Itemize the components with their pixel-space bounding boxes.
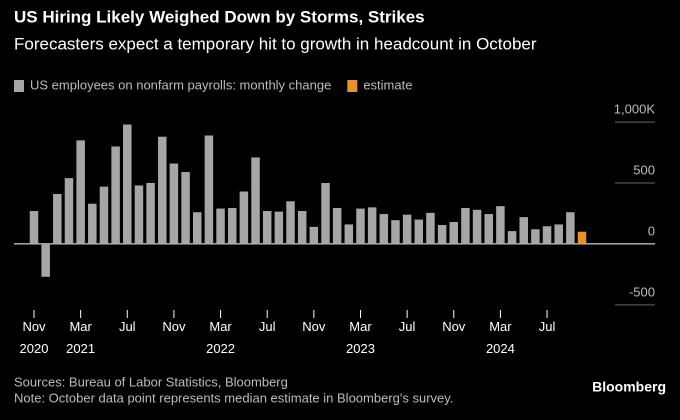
bar <box>262 211 272 244</box>
y-tick-label: 0 <box>648 223 655 238</box>
bar <box>297 211 307 244</box>
bar <box>531 229 540 244</box>
bar <box>99 186 109 244</box>
bar <box>41 243 50 277</box>
bar <box>449 221 459 244</box>
bar <box>76 140 85 244</box>
bar <box>309 226 319 244</box>
bar <box>286 201 295 244</box>
bar <box>367 207 377 244</box>
bar <box>227 207 237 244</box>
bar <box>88 203 97 244</box>
bar <box>239 191 249 244</box>
bar <box>29 211 39 244</box>
bar <box>146 183 155 244</box>
y-tick-label: 1,000K <box>614 102 656 117</box>
chart-subtitle: Forecasters expect a temporary hit to gr… <box>14 34 537 53</box>
bar <box>507 231 517 244</box>
legend-swatch <box>347 80 358 92</box>
x-tick-label: Mar 2022 <box>206 319 235 356</box>
bar <box>321 183 330 244</box>
x-tick-label: Mar 2021 <box>66 319 95 356</box>
y-tick-label: 500 <box>633 162 655 177</box>
bar <box>274 211 284 244</box>
legend-swatch <box>14 80 24 92</box>
bar <box>437 225 447 244</box>
legend-label: US employees on nonfarm payrolls: monthl… <box>30 77 331 92</box>
bar <box>472 209 482 244</box>
bar <box>542 226 552 244</box>
bar <box>402 214 412 244</box>
bar <box>134 185 144 244</box>
bar <box>391 220 400 244</box>
x-tick-label: Mar 2023 <box>346 319 375 356</box>
bar <box>332 207 342 244</box>
x-tick-label: Nov <box>162 319 186 334</box>
bar <box>216 208 225 244</box>
x-tick-label: Jul <box>539 319 556 334</box>
note: Note: October data point represents medi… <box>14 390 453 405</box>
bar <box>181 172 190 244</box>
bar <box>111 146 120 244</box>
x-tick-label: Jul <box>119 319 136 334</box>
bar <box>484 214 493 244</box>
bar <box>158 136 167 244</box>
legend-label: estimate <box>363 77 412 92</box>
x-tick-label: Jul <box>259 319 276 334</box>
x-tick-label: Nov <box>302 319 326 334</box>
x-tick-label: Jul <box>399 319 416 334</box>
bar <box>64 178 74 244</box>
y-tick-label: -500 <box>629 284 655 299</box>
bar <box>461 207 470 244</box>
bar <box>554 224 563 244</box>
bar <box>566 212 575 244</box>
bar <box>496 206 505 244</box>
bar <box>426 212 435 244</box>
bar <box>379 214 389 244</box>
bar <box>53 193 62 244</box>
bar <box>204 135 214 244</box>
bar <box>519 217 528 244</box>
x-tick-label: Nov 2020 <box>20 319 49 356</box>
brand: Bloomberg <box>592 379 666 395</box>
source: Sources: Bureau of Labor Statistics, Blo… <box>14 374 288 389</box>
bar <box>169 163 179 244</box>
bar <box>356 208 365 244</box>
bar <box>192 212 202 244</box>
bar <box>577 231 587 244</box>
bar <box>414 219 424 244</box>
bar <box>344 224 354 244</box>
bar <box>251 157 260 244</box>
x-tick-label: Nov <box>442 319 466 334</box>
bar <box>123 124 132 244</box>
chart-title: US Hiring Likely Weighed Down by Storms,… <box>14 7 425 26</box>
x-tick-label: Mar 2024 <box>486 319 515 356</box>
